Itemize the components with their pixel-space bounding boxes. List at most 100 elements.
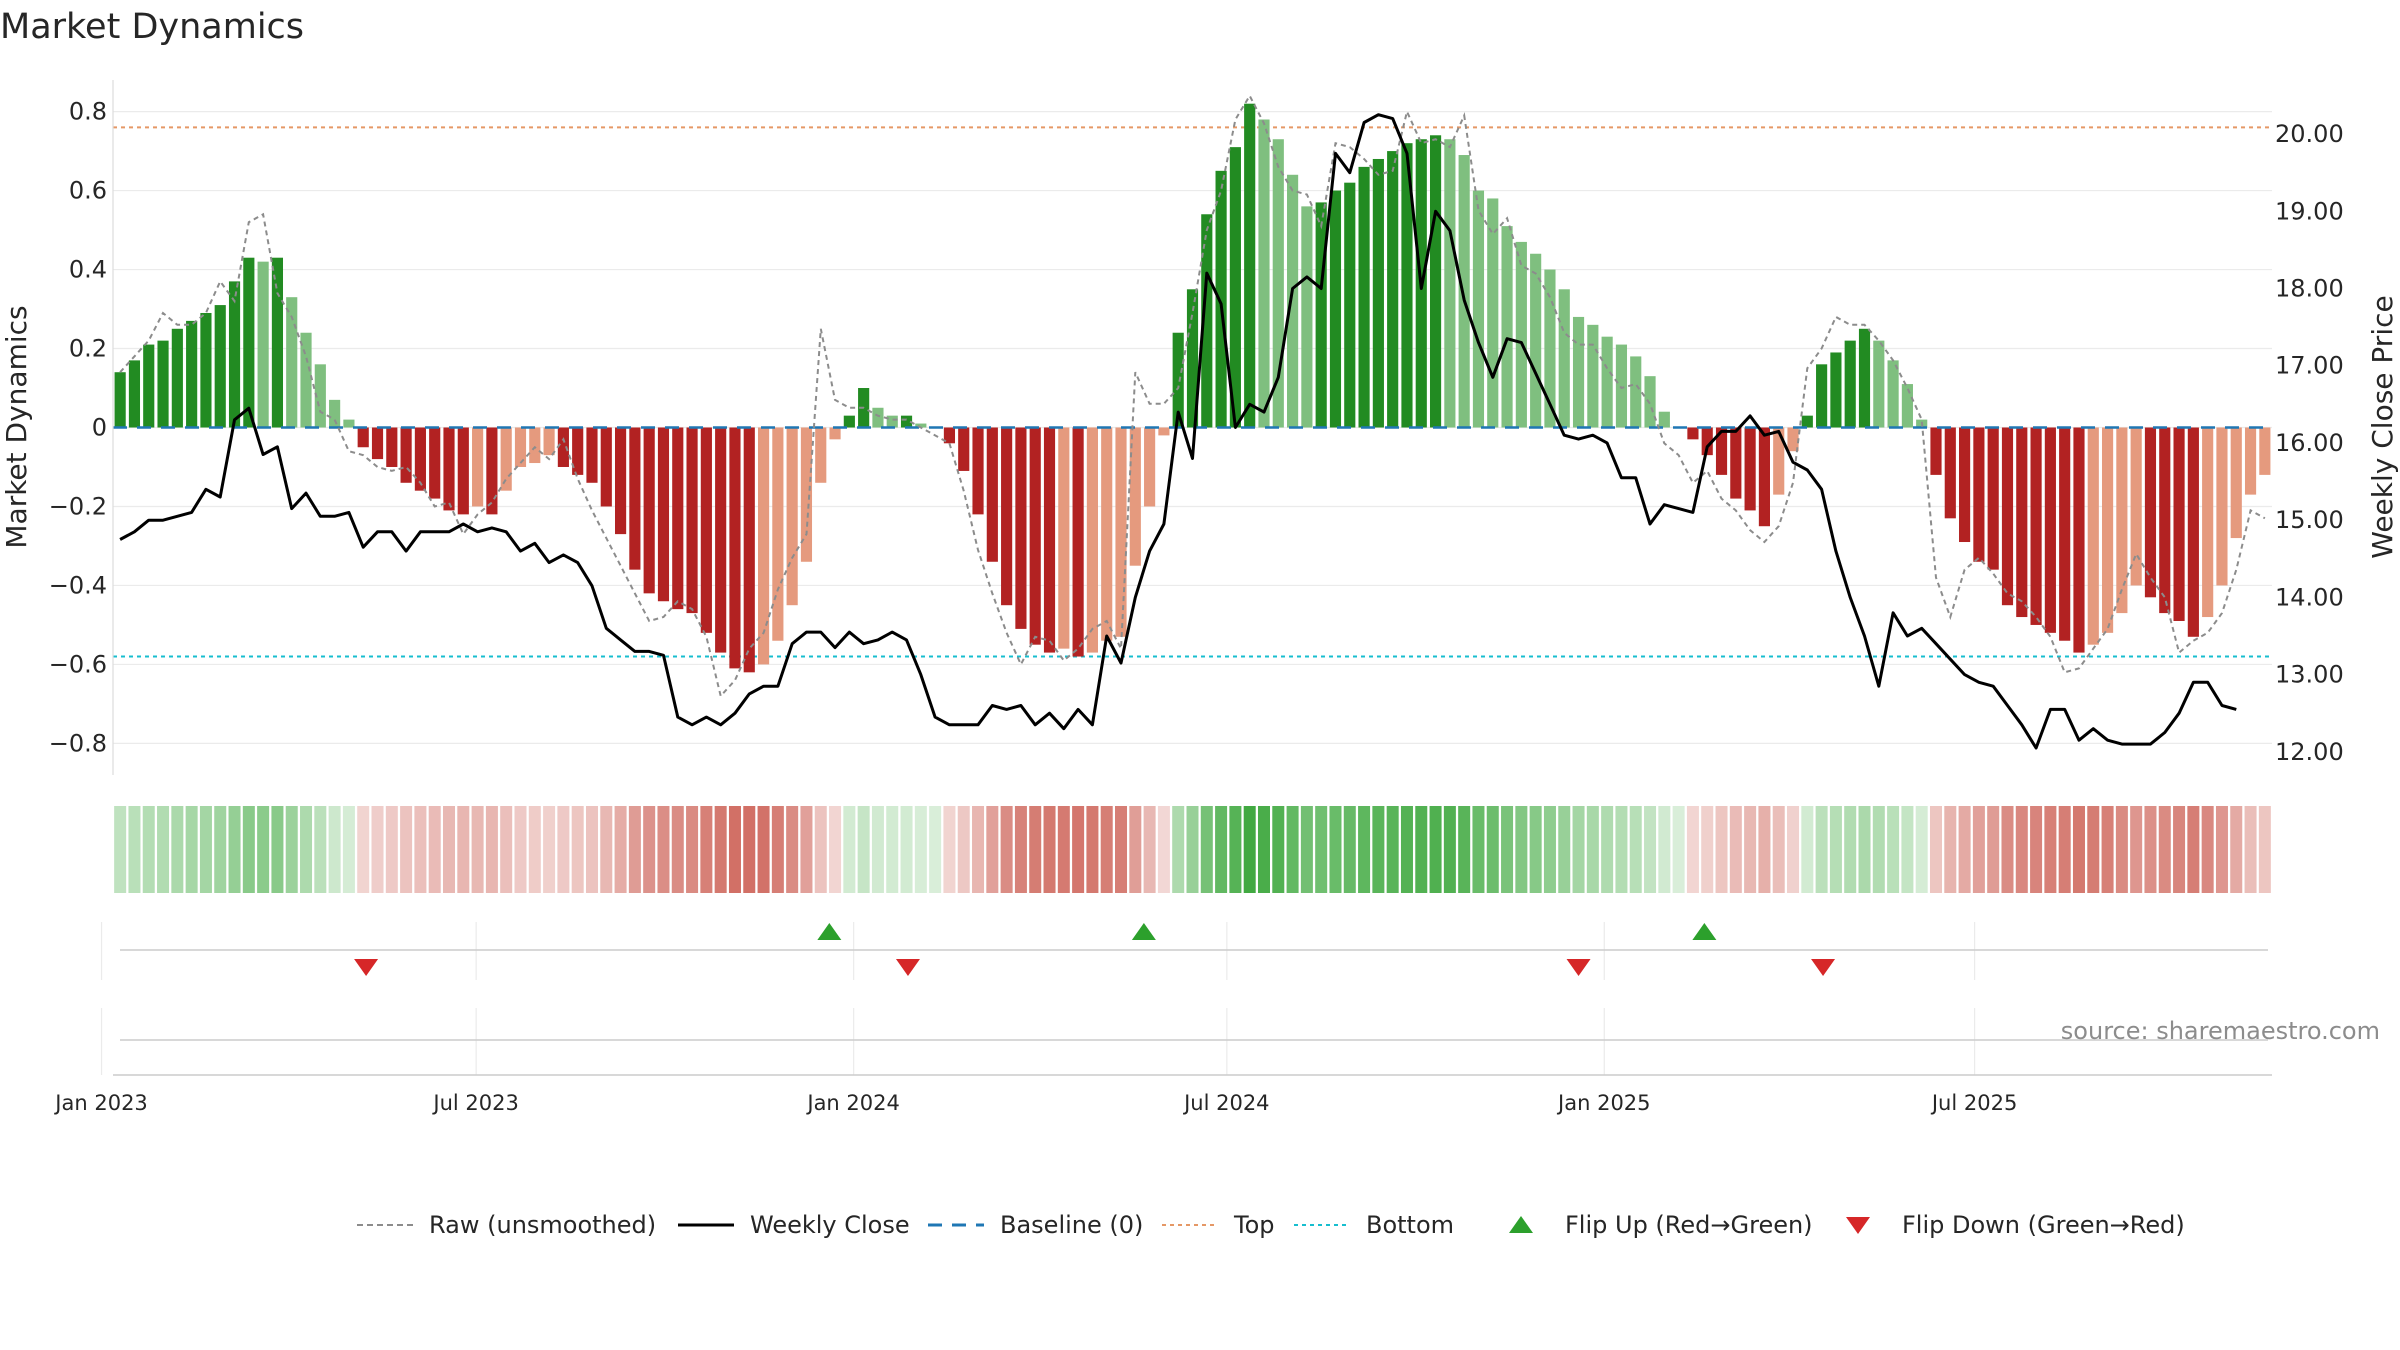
momentum-bar xyxy=(1501,226,1513,428)
y-axis-left-title: Market Dynamics xyxy=(0,305,33,548)
regime-strip-cell xyxy=(1386,806,1399,893)
momentum-bar xyxy=(386,427,398,467)
regime-strip-cell xyxy=(1901,806,1914,893)
legend-swatch xyxy=(1846,1217,1870,1234)
regime-strip-cell xyxy=(1915,806,1928,893)
legend-label: Weekly Close xyxy=(750,1211,910,1239)
regime-strip-cell xyxy=(2158,806,2171,893)
regime-strip-cell xyxy=(2144,806,2157,893)
legend-label: Flip Up (Red→Green) xyxy=(1565,1211,1813,1239)
regime-strip-cell xyxy=(185,806,198,893)
regime-strip-cell xyxy=(857,806,870,893)
regime-strip-cell xyxy=(614,806,627,893)
momentum-bar xyxy=(2144,427,2157,598)
momentum-bar xyxy=(1801,415,1813,428)
regime-strip-cell xyxy=(1987,806,2000,893)
regime-strip-cell xyxy=(1558,806,1571,893)
momentum-bar xyxy=(672,427,684,610)
axes: 0.8 0.6 0.4 0.2 0 −0.2 −0.4 −0.6 −0.8 20.00 19.00 1… xyxy=(49,80,2344,775)
legend-label: Bottom xyxy=(1366,1211,1454,1239)
momentum-bar xyxy=(1587,324,1599,428)
regime-strip-cell xyxy=(1787,806,1800,893)
momentum-bar xyxy=(1072,427,1084,657)
momentum-bar xyxy=(815,427,827,483)
regime-strip-cell xyxy=(1515,806,1528,893)
flip-down-marker xyxy=(895,959,920,976)
legend-swatch xyxy=(1509,1216,1533,1233)
regime-strip-cell xyxy=(1429,806,1442,893)
momentum-bar xyxy=(1630,356,1642,428)
flip-down-marker xyxy=(1566,959,1591,976)
regime-strip-cell xyxy=(1872,806,1885,893)
regime-strip-cell xyxy=(1572,806,1585,893)
regime-strip-cell xyxy=(471,806,484,893)
regime-strip-cell xyxy=(1801,806,1814,893)
regime-strip-cell xyxy=(1215,806,1228,893)
regime-strip-cell xyxy=(2101,806,2114,893)
regime-strip-cell xyxy=(886,806,899,893)
regime-strip-cell xyxy=(128,806,141,893)
regime-strip-cell xyxy=(643,806,656,893)
momentum-bar xyxy=(1258,119,1270,428)
regime-strip-cell xyxy=(1172,806,1185,893)
regime-strip-cell xyxy=(1372,806,1385,893)
legend-label: Raw (unsmoothed) xyxy=(429,1211,656,1239)
regime-strip-cell xyxy=(1815,806,1828,893)
momentum-bar xyxy=(1959,427,1971,543)
regime-strip-cell xyxy=(929,806,942,893)
regime-strip-cell xyxy=(1072,806,1085,893)
x-tick-label: Jan 2023 xyxy=(53,1091,148,1115)
regime-strip-cell xyxy=(1200,806,1213,893)
regime-strip-cell xyxy=(1543,806,1556,893)
regime-strip-cell xyxy=(357,806,370,893)
momentum-bar xyxy=(800,427,813,562)
regime-strip-cell xyxy=(1343,806,1356,893)
momentum-bar xyxy=(1615,344,1628,428)
x-axis: Jan 2023 Jul 2023 Jan 2024 Jul 2024 Jan 2025… xyxy=(53,1091,2017,1115)
raw-unsmoothed-line xyxy=(119,93,2266,699)
regime-strip-cell xyxy=(829,806,842,893)
momentum-bar xyxy=(572,427,584,475)
momentum-bar xyxy=(1830,352,1842,428)
legend-item: Flip Down (Green→Red) xyxy=(1846,1211,2185,1239)
momentum-bar xyxy=(1358,166,1370,428)
flip-up-marker xyxy=(1131,923,1156,940)
regime-strip-cell xyxy=(2058,806,2071,893)
momentum-bar xyxy=(371,427,384,460)
momentum-bar xyxy=(171,328,183,428)
y-left-tick-label: 0 xyxy=(92,414,107,442)
momentum-bar xyxy=(2087,427,2099,645)
regime-strip-cell xyxy=(1186,806,1199,893)
regime-strip-cell xyxy=(1586,806,1599,893)
regime-strip-cell xyxy=(1729,806,1742,893)
y-right-tick-label: 15.00 xyxy=(2275,506,2344,534)
momentum-bar xyxy=(886,415,898,428)
regime-strip-cell xyxy=(514,806,527,893)
x-tick-label: Jan 2024 xyxy=(805,1091,900,1115)
momentum-bar xyxy=(1930,427,1942,475)
regime-strip-cell xyxy=(1458,806,1471,893)
momentum-bar xyxy=(1773,427,1785,495)
momentum-bar xyxy=(228,281,241,428)
weekly-close-line xyxy=(119,113,2237,750)
momentum-bar xyxy=(1001,427,1013,606)
momentum-bar xyxy=(1301,206,1313,428)
regime-strip-cell xyxy=(1000,806,1013,893)
regime-strip-cell xyxy=(871,806,884,893)
regime-strip-cell xyxy=(314,806,327,893)
momentum-bar xyxy=(157,340,169,428)
momentum-bar xyxy=(2044,427,2056,633)
momentum-bar xyxy=(2016,427,2028,618)
regime-strip-cell xyxy=(1029,806,1042,893)
regime-strip-cell xyxy=(485,806,498,893)
momentum-bar xyxy=(557,427,569,467)
regime-strip-cell xyxy=(1715,806,1728,893)
momentum-bar xyxy=(1601,336,1613,428)
momentum-bar xyxy=(2101,427,2114,633)
momentum-bar xyxy=(958,427,970,471)
momentum-bar xyxy=(1086,427,1098,653)
legend-item: Top xyxy=(1162,1211,1275,1239)
momentum-bar xyxy=(514,427,527,467)
regime-strip-cell xyxy=(743,806,756,893)
